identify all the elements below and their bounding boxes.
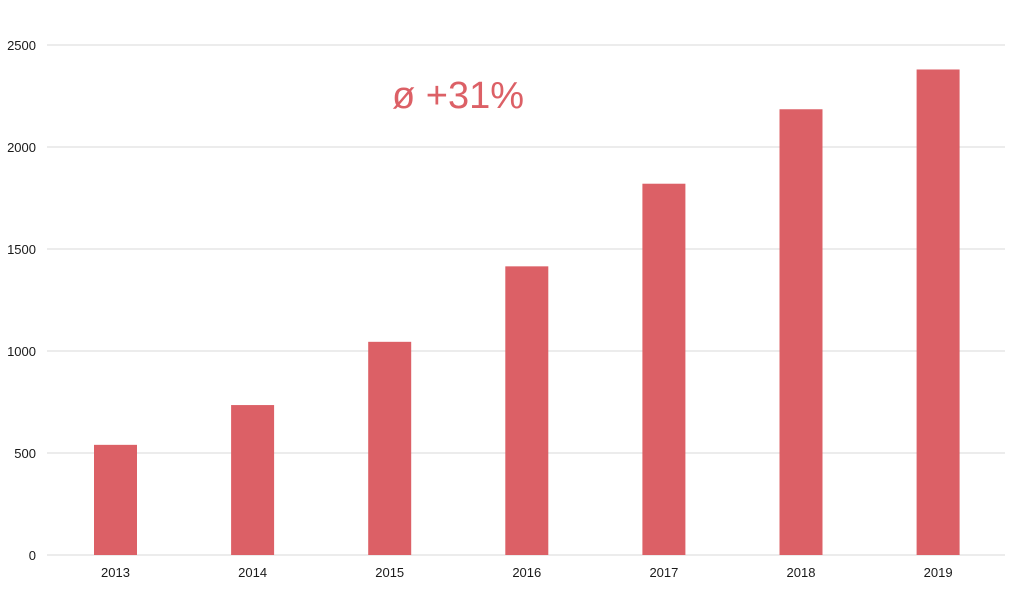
bar-2017: [642, 183, 686, 555]
average-growth-annotation: ø +31%: [392, 75, 524, 117]
x-tick-label-2013: 2013: [101, 565, 130, 580]
y-tick-label-0: 0: [29, 548, 36, 563]
y-tick-label-1000: 1000: [7, 344, 36, 359]
y-axis-ticks: 0 500 1000 1500 2000 2500: [7, 38, 36, 563]
x-tick-label-2016: 2016: [512, 565, 541, 580]
y-tick-label-2000: 2000: [7, 140, 36, 155]
x-tick-label-2017: 2017: [649, 565, 678, 580]
y-tick-label-1500: 1500: [7, 242, 36, 257]
y-tick-label-500: 500: [14, 446, 36, 461]
x-tick-label-2019: 2019: [924, 565, 953, 580]
bars: [94, 69, 960, 555]
bar-2015: [368, 341, 412, 555]
x-tick-label-2014: 2014: [238, 565, 267, 580]
y-tick-label-2500: 2500: [7, 38, 36, 53]
bar-2014: [231, 405, 275, 555]
x-axis-ticks: 2013 2014 2015 2016 2017 2018 2019: [101, 565, 953, 580]
bar-2018: [779, 109, 823, 555]
x-tick-label-2015: 2015: [375, 565, 404, 580]
bar-2019: [916, 69, 960, 555]
x-tick-label-2018: 2018: [787, 565, 816, 580]
bar-2016: [505, 266, 549, 555]
bar-2013: [94, 444, 137, 555]
